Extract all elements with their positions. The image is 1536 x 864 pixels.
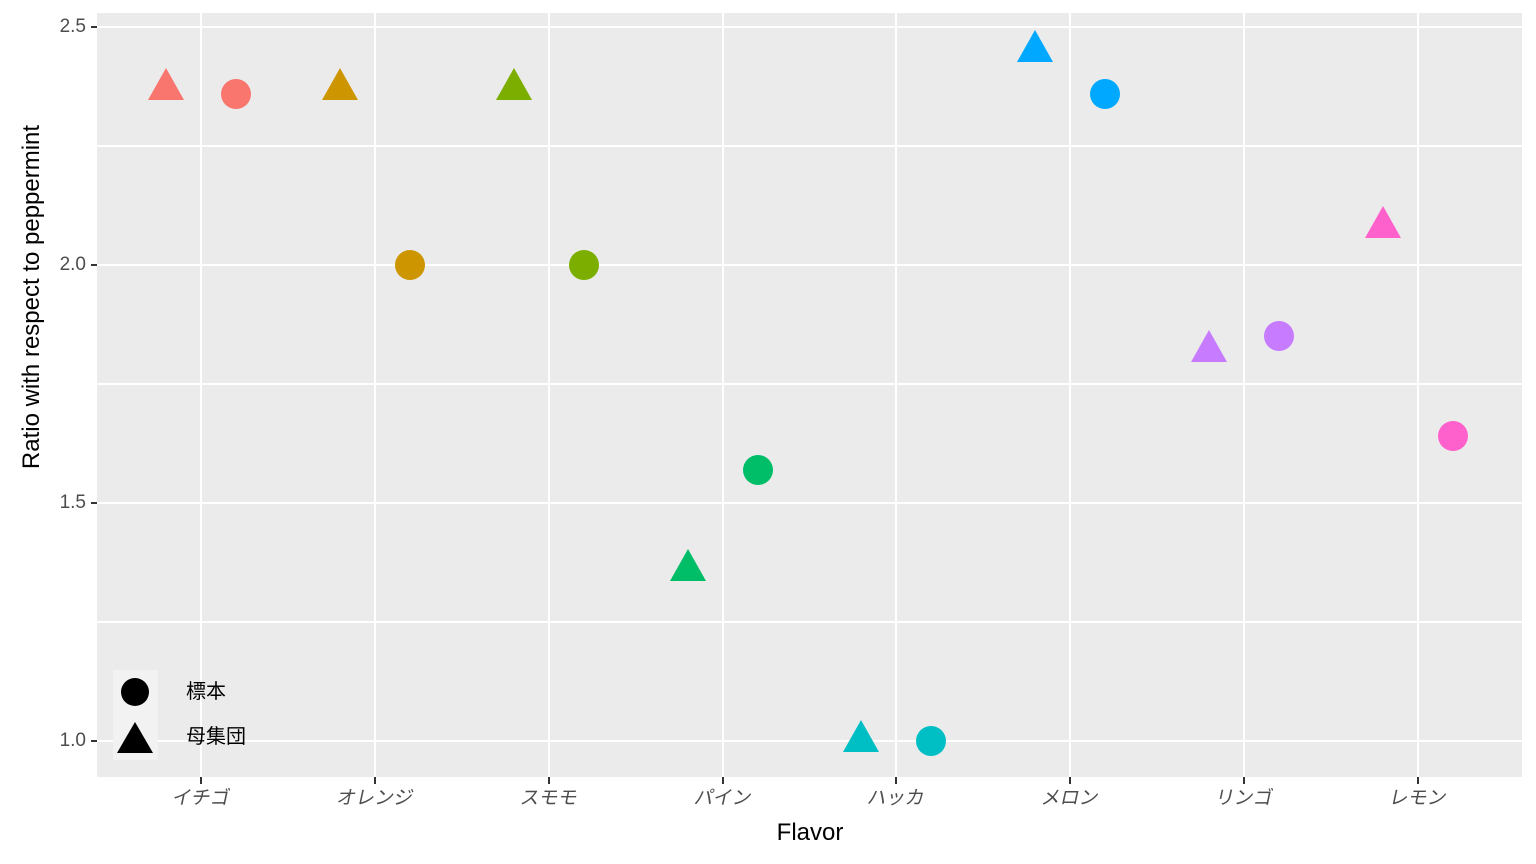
marker-circle-リンゴ xyxy=(1263,321,1294,352)
y-tick-mark-2.5 xyxy=(91,26,97,28)
y-tick-mark-1.5 xyxy=(91,502,97,504)
legend: 標本 母集団 xyxy=(113,670,333,762)
marker-triangle-レモン xyxy=(1364,206,1401,239)
x-tick-mark-ハッカ xyxy=(895,777,898,784)
y-tick-label: 1.0 xyxy=(59,730,86,751)
x-tick-mark-リンゴ xyxy=(1242,777,1245,784)
gridline-major-x-オレンジ xyxy=(374,13,377,777)
marker-circle-パイン xyxy=(742,454,773,485)
y-tick-mark-1 xyxy=(91,740,97,742)
marker-triangle-リンゴ xyxy=(1190,329,1227,362)
gridline-minor-y-2.25 xyxy=(97,145,1522,147)
y-tick-label: 2.5 xyxy=(59,16,86,37)
y-axis-title: Ratio with respect to peppermint xyxy=(18,124,45,470)
gridline-major-y-1.5 xyxy=(97,501,1522,505)
marker-circle-オレンジ xyxy=(395,250,426,280)
legend-label-population: 母集団 xyxy=(186,726,246,748)
x-tick-mark-スモモ xyxy=(547,777,550,784)
gridline-major-y-2.5 xyxy=(97,25,1522,29)
gridline-major-x-ハッカ xyxy=(895,13,898,777)
gridline-major-x-メロン xyxy=(1069,13,1072,777)
marker-triangle-オレンジ xyxy=(322,68,359,101)
marker-circle-メロン xyxy=(1090,78,1121,109)
x-tick-label: イチゴ xyxy=(170,788,233,809)
marker-circle-イチゴ xyxy=(221,78,252,109)
x-tick-mark-レモン xyxy=(1416,777,1419,784)
marker-circle-スモモ xyxy=(568,250,599,280)
gridline-major-x-リンゴ xyxy=(1242,13,1245,777)
gridline-major-x-スモモ xyxy=(547,13,550,777)
x-axis-title: Flavor xyxy=(776,819,844,846)
triangle-icon xyxy=(117,722,153,753)
legend-key-population xyxy=(113,715,158,760)
circle-icon xyxy=(121,678,149,706)
x-tick-mark-イチゴ xyxy=(200,777,203,784)
gridline-major-x-イチゴ xyxy=(200,13,203,777)
marker-triangle-メロン xyxy=(1017,30,1054,63)
marker-triangle-パイン xyxy=(669,548,706,581)
marker-triangle-スモモ xyxy=(495,68,532,101)
x-tick-label: スモモ xyxy=(518,788,580,809)
gridline-minor-y-1.25 xyxy=(97,621,1522,623)
legend-label-sample: 標本 xyxy=(186,681,226,703)
x-tick-mark-メロン xyxy=(1069,777,1072,784)
marker-circle-ハッカ xyxy=(916,726,947,756)
gridline-minor-y-1.75 xyxy=(97,383,1522,385)
y-tick-label: 1.5 xyxy=(59,492,86,513)
gridline-major-x-レモン xyxy=(1416,13,1419,777)
plot-panel xyxy=(97,13,1522,777)
marker-triangle-イチゴ xyxy=(148,68,185,101)
gridline-major-y-2 xyxy=(97,263,1522,267)
x-tick-label: オレンジ xyxy=(334,788,416,809)
x-tick-mark-オレンジ xyxy=(374,777,377,784)
legend-key-sample xyxy=(113,670,158,715)
x-tick-label: メロン xyxy=(1039,788,1101,809)
gridline-major-x-パイン xyxy=(721,13,724,777)
x-tick-label: レモン xyxy=(1387,788,1449,809)
x-tick-mark-パイン xyxy=(721,777,724,784)
y-tick-label: 2.0 xyxy=(59,254,86,275)
x-tick-label: リンゴ xyxy=(1213,788,1275,809)
x-tick-label: ハッカ xyxy=(865,788,928,809)
marker-triangle-ハッカ xyxy=(843,720,880,753)
marker-circle-レモン xyxy=(1437,421,1468,452)
y-tick-mark-2 xyxy=(91,264,97,266)
x-tick-label: パイン xyxy=(691,788,754,809)
gridline-major-y-1 xyxy=(97,739,1522,743)
